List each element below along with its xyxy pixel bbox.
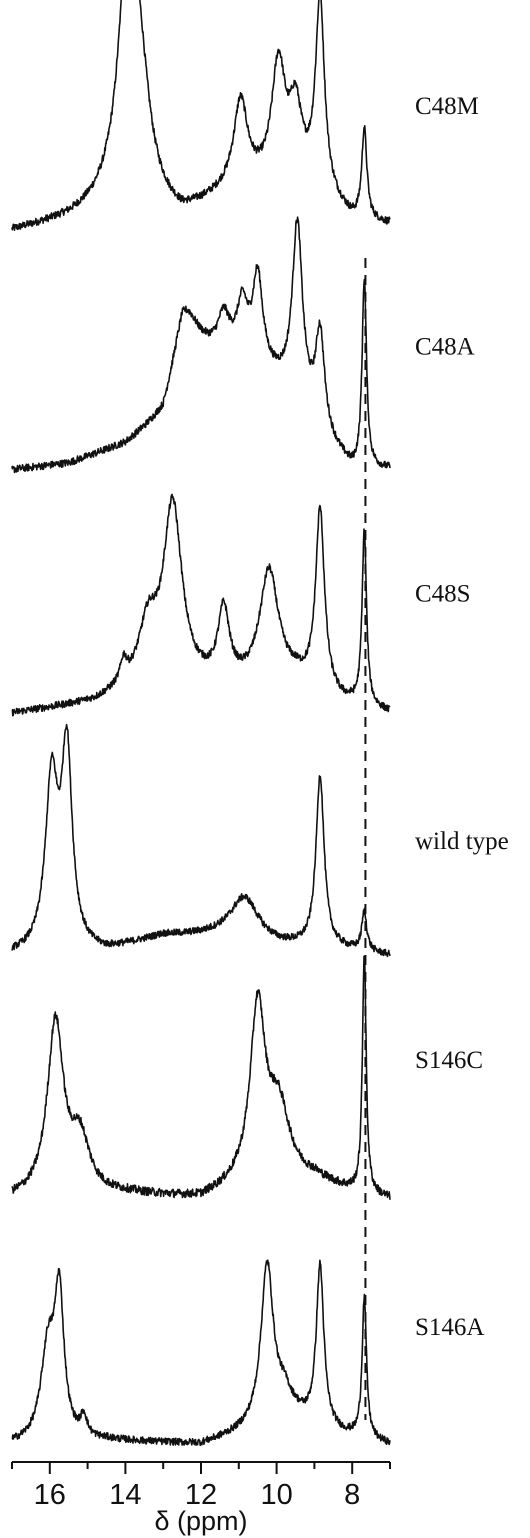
spectrum-trace	[11, 723, 391, 958]
x-axis: 16 14 12 10 8	[11, 1461, 391, 1511]
series-label: S146C	[415, 1047, 483, 1074]
x-axis-ticks: 16 14 12 10 8	[11, 1462, 391, 1511]
series-label: C48S	[415, 580, 471, 607]
x-axis-title: δ (ppm)	[154, 1506, 247, 1536]
x-tick-label: 16	[34, 1479, 66, 1511]
series-label: wild type	[415, 828, 509, 855]
series-label: C48M	[415, 93, 479, 120]
spectrum-trace	[11, 216, 391, 474]
series-label: S146A	[415, 1314, 484, 1341]
x-tick-label: 8	[344, 1479, 360, 1511]
spectrum-trace	[11, 0, 391, 231]
spectrum-trace	[11, 955, 391, 1200]
x-tick-label: 10	[260, 1479, 292, 1511]
series-labels: C48M C48A C48S wild type S146C S146A	[415, 93, 509, 1341]
x-tick-label: 12	[185, 1479, 217, 1511]
spectrum-trace	[11, 493, 391, 717]
spectrum-trace	[11, 1259, 391, 1447]
series-label: C48A	[415, 334, 475, 361]
x-tick-label: 14	[109, 1479, 141, 1511]
spectra-traces	[11, 0, 391, 1447]
